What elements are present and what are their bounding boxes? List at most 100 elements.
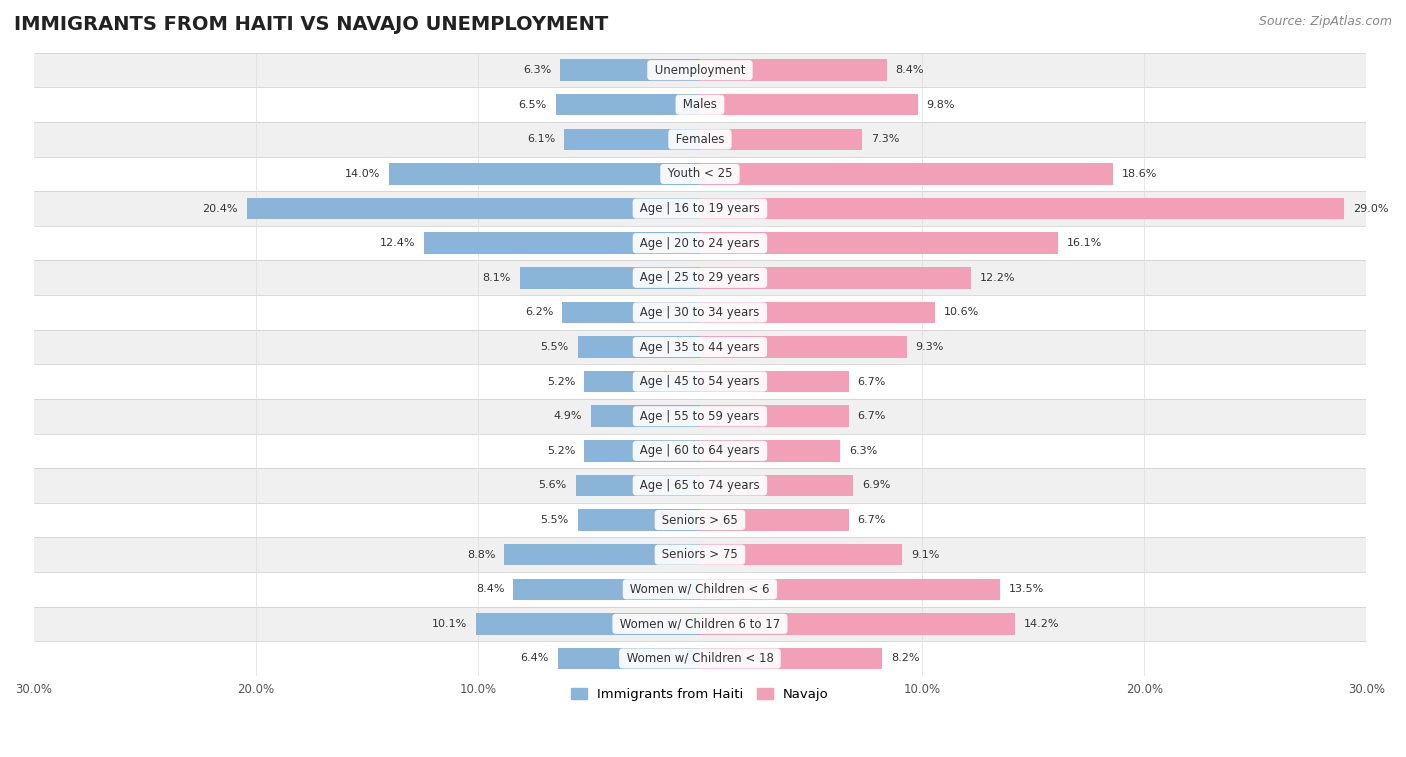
Text: 8.8%: 8.8% <box>467 550 495 559</box>
Text: Women w/ Children < 6: Women w/ Children < 6 <box>626 583 773 596</box>
Bar <box>578 509 700 531</box>
Text: 6.7%: 6.7% <box>858 411 886 421</box>
Bar <box>425 232 700 254</box>
Bar <box>700 336 907 358</box>
Text: 5.2%: 5.2% <box>547 377 575 387</box>
Bar <box>34 434 1367 468</box>
Text: 5.6%: 5.6% <box>538 481 567 491</box>
Text: 5.5%: 5.5% <box>541 515 569 525</box>
Text: Age | 55 to 59 years: Age | 55 to 59 years <box>637 410 763 422</box>
Text: Age | 65 to 74 years: Age | 65 to 74 years <box>637 479 763 492</box>
Bar <box>34 537 1367 572</box>
Legend: Immigrants from Haiti, Navajo: Immigrants from Haiti, Navajo <box>565 683 834 706</box>
Bar <box>700 60 887 81</box>
Text: Females: Females <box>672 133 728 146</box>
Bar <box>34 330 1367 364</box>
Text: 6.4%: 6.4% <box>520 653 548 663</box>
Text: 14.0%: 14.0% <box>344 169 380 179</box>
Bar <box>700 94 918 116</box>
Bar <box>555 94 700 116</box>
Bar <box>700 578 1000 600</box>
Bar <box>34 364 1367 399</box>
Bar <box>247 198 700 220</box>
Bar <box>558 648 700 669</box>
Bar <box>700 406 849 427</box>
Bar <box>34 53 1367 88</box>
Text: 7.3%: 7.3% <box>870 134 900 145</box>
Text: Source: ZipAtlas.com: Source: ZipAtlas.com <box>1258 15 1392 28</box>
Bar <box>585 440 700 462</box>
Text: Youth < 25: Youth < 25 <box>664 167 737 180</box>
Bar <box>562 302 700 323</box>
Bar <box>700 613 1015 634</box>
Text: 8.4%: 8.4% <box>896 65 924 75</box>
Bar <box>700 544 903 565</box>
Text: Seniors > 75: Seniors > 75 <box>658 548 742 561</box>
Bar <box>34 192 1367 226</box>
Text: 6.5%: 6.5% <box>519 100 547 110</box>
Text: Males: Males <box>679 98 721 111</box>
Bar <box>34 572 1367 606</box>
Bar <box>700 198 1344 220</box>
Bar <box>578 336 700 358</box>
Text: 10.1%: 10.1% <box>432 619 467 629</box>
Text: 9.1%: 9.1% <box>911 550 939 559</box>
Text: 6.3%: 6.3% <box>849 446 877 456</box>
Bar <box>505 544 700 565</box>
Bar <box>34 88 1367 122</box>
Bar <box>34 260 1367 295</box>
Bar <box>700 129 862 150</box>
Bar <box>34 122 1367 157</box>
Text: 10.6%: 10.6% <box>945 307 980 317</box>
Bar <box>575 475 700 496</box>
Text: 9.8%: 9.8% <box>927 100 955 110</box>
Bar <box>475 613 700 634</box>
Bar <box>700 267 972 288</box>
Text: Age | 60 to 64 years: Age | 60 to 64 years <box>637 444 763 457</box>
Bar <box>700 648 882 669</box>
Text: 16.1%: 16.1% <box>1067 238 1102 248</box>
Bar <box>700 371 849 392</box>
Text: Age | 20 to 24 years: Age | 20 to 24 years <box>637 237 763 250</box>
Bar <box>560 60 700 81</box>
Bar <box>34 399 1367 434</box>
Text: 18.6%: 18.6% <box>1122 169 1157 179</box>
Text: 20.4%: 20.4% <box>202 204 238 213</box>
Text: 6.9%: 6.9% <box>862 481 890 491</box>
Text: Age | 45 to 54 years: Age | 45 to 54 years <box>637 375 763 388</box>
Bar <box>389 164 700 185</box>
Text: 6.1%: 6.1% <box>527 134 555 145</box>
Text: 6.3%: 6.3% <box>523 65 551 75</box>
Text: Women w/ Children 6 to 17: Women w/ Children 6 to 17 <box>616 618 785 631</box>
Bar <box>700 440 839 462</box>
Text: 13.5%: 13.5% <box>1008 584 1045 594</box>
Text: 8.2%: 8.2% <box>891 653 920 663</box>
Text: 6.2%: 6.2% <box>524 307 554 317</box>
Bar <box>700 509 849 531</box>
Bar <box>34 295 1367 330</box>
Bar <box>34 157 1367 192</box>
Text: Age | 30 to 34 years: Age | 30 to 34 years <box>637 306 763 319</box>
Text: 5.5%: 5.5% <box>541 342 569 352</box>
Text: Age | 16 to 19 years: Age | 16 to 19 years <box>636 202 763 215</box>
Text: 12.4%: 12.4% <box>380 238 416 248</box>
Bar <box>34 503 1367 537</box>
Bar <box>34 226 1367 260</box>
Bar <box>34 606 1367 641</box>
Bar <box>700 232 1057 254</box>
Text: 4.9%: 4.9% <box>554 411 582 421</box>
Text: 12.2%: 12.2% <box>980 273 1015 283</box>
Bar <box>700 164 1114 185</box>
Text: Seniors > 65: Seniors > 65 <box>658 513 742 527</box>
Text: 8.1%: 8.1% <box>482 273 512 283</box>
Text: Women w/ Children < 18: Women w/ Children < 18 <box>623 652 778 665</box>
Bar <box>564 129 700 150</box>
Bar <box>591 406 700 427</box>
Text: 8.4%: 8.4% <box>477 584 505 594</box>
Text: 14.2%: 14.2% <box>1025 619 1060 629</box>
Bar <box>700 475 853 496</box>
Bar <box>520 267 700 288</box>
Text: 6.7%: 6.7% <box>858 515 886 525</box>
Bar <box>700 302 935 323</box>
Bar <box>34 641 1367 676</box>
